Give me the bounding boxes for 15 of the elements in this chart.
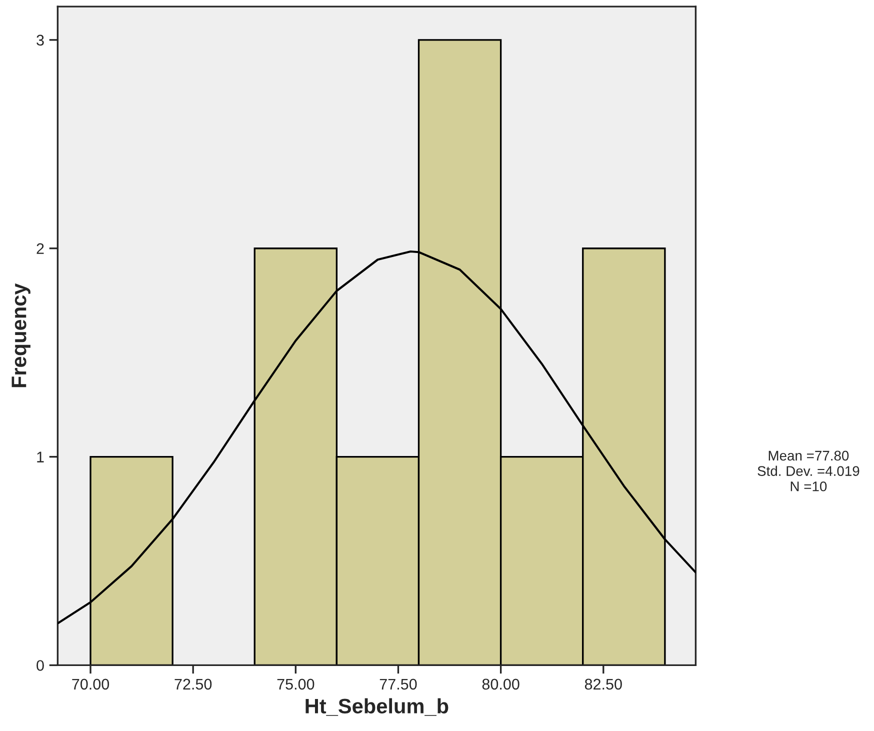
y-tick-label: 0 (36, 660, 44, 671)
y-tick-label: 2 (36, 243, 44, 254)
y-tick-label: 1 (37, 452, 44, 462)
y-tick-label: 3 (36, 34, 44, 46)
text: Mean =77.80 (768, 450, 849, 461)
x-tick-label: 82.50 (584, 678, 622, 690)
y-axis-title: Frequency (12, 283, 30, 388)
x-tick-label: 80.00 (482, 678, 520, 690)
x-tick-label: 75.00 (277, 678, 314, 690)
text: N =10 (790, 481, 827, 492)
x-tick-label: 72.50 (174, 678, 212, 690)
text: Std. Dev. =4.019 (758, 466, 860, 476)
x-tick-label: 70.00 (72, 678, 110, 690)
x-tick-label: 77.50 (380, 678, 417, 690)
x-axis-title: Ht_Sebelum_b (306, 698, 448, 716)
